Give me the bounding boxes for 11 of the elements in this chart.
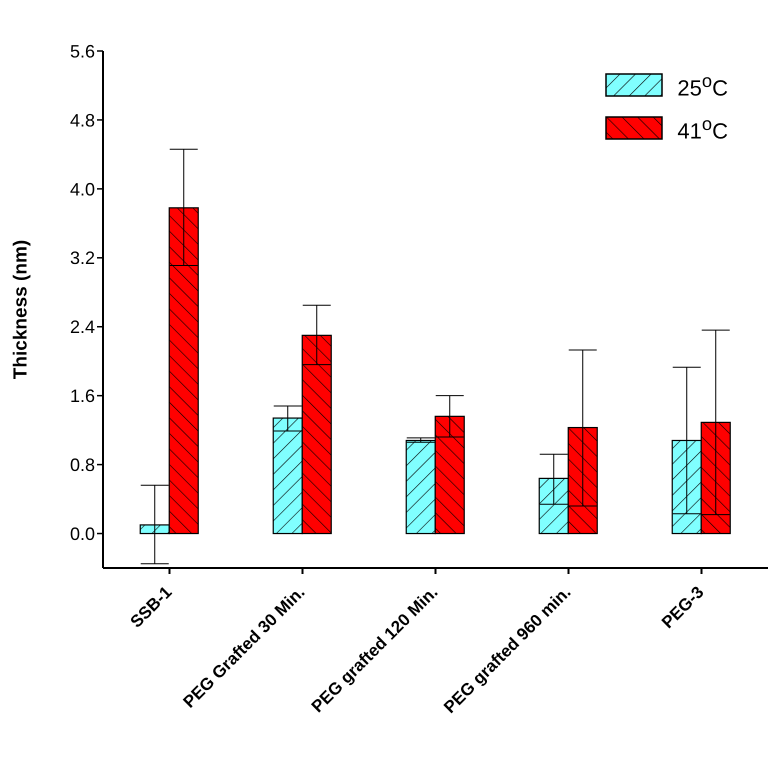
y-tick-label: 5.6 <box>70 41 95 62</box>
y-tick-label: 1.6 <box>70 386 95 406</box>
y-tick-label: 3.2 <box>70 248 95 268</box>
legend-label: 25$^{o}$C <box>677 69 728 102</box>
y-tick-label: 0.0 <box>70 524 95 544</box>
y-tick-label: 0.8 <box>70 454 95 475</box>
legend-label: 41$^{o}$C <box>677 112 728 146</box>
y-tick-label: 2.4 <box>70 317 95 338</box>
y-axis-title: Thickness (nm) <box>10 240 32 380</box>
y-tick-label: 4.8 <box>70 110 95 130</box>
y-tick-label: 4.0 <box>70 179 95 200</box>
